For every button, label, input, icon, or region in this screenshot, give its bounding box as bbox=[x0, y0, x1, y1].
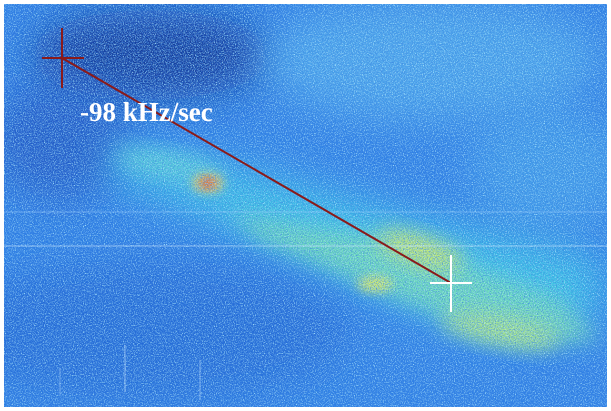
start-cursor bbox=[42, 28, 84, 88]
drift-line bbox=[61, 57, 452, 284]
drift-rate-label: -98 kHz/sec bbox=[80, 97, 213, 127]
end-cursor bbox=[430, 255, 472, 312]
